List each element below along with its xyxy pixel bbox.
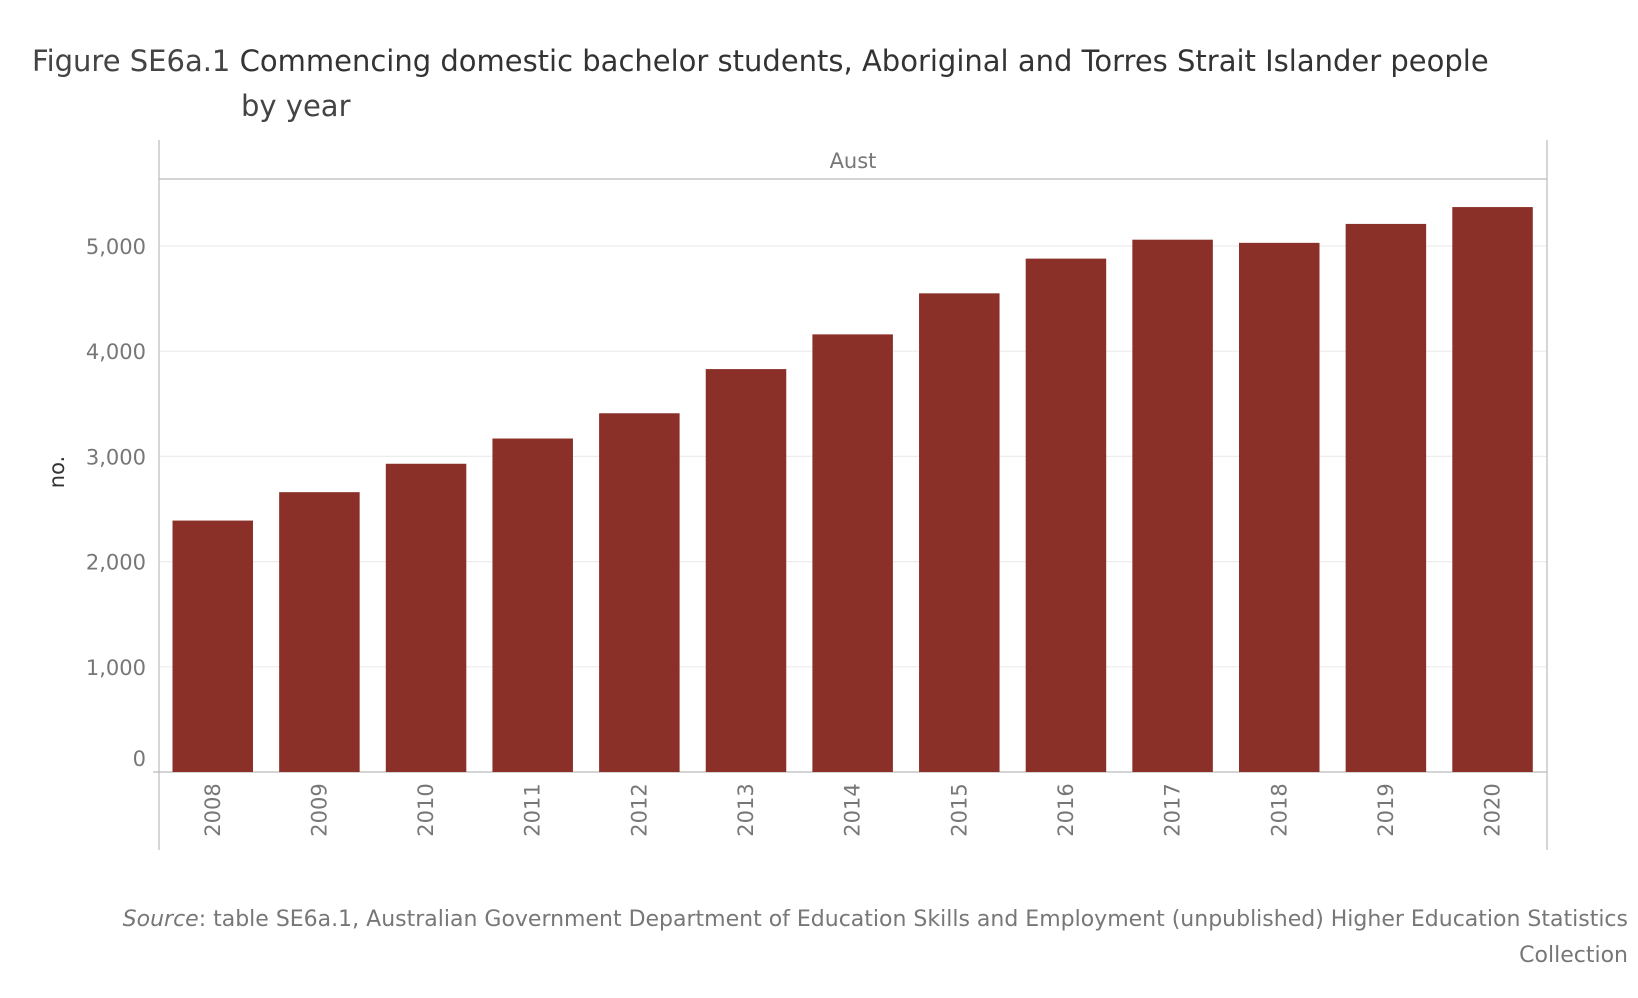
y-tick-label-1: 1,000 [86, 656, 146, 680]
title-line-1: Figure SE6a.1 Commencing domestic bachel… [32, 38, 1592, 84]
x-tick-label-2009: 2009 [307, 783, 331, 836]
bar-2013 [705, 369, 787, 772]
y-tick-label-5: 5,000 [86, 235, 146, 259]
source-text: : table SE6a.1, Australian Government De… [198, 907, 1628, 968]
panel-label: Aust [830, 149, 877, 173]
y-tick-label-2: 2,000 [86, 551, 146, 575]
x-axis-ticks: 2008 2009 2010 2011 2012 2013 2014 2015 2016 2017… [201, 783, 1505, 836]
x-tick-label-2019: 2019 [1374, 783, 1398, 836]
bar-2015 [919, 293, 1000, 772]
bar-2010 [385, 463, 467, 772]
x-tick-label-2011: 2011 [521, 783, 545, 836]
x-tick-label-2014: 2014 [841, 783, 865, 836]
figure-title-continuation: by year [241, 89, 351, 123]
y-tick-label-4: 4,000 [86, 340, 146, 364]
y-tick-label-0: 0 [133, 747, 146, 771]
x-tick-label-2015: 2015 [947, 783, 971, 836]
figure-title: Commencing domestic bachelor students, A… [239, 44, 1489, 78]
bar-2020 [1452, 207, 1533, 773]
bar-2017 [1132, 239, 1213, 773]
bar-2011 [492, 438, 573, 772]
x-tick-label-2018: 2018 [1267, 783, 1291, 836]
source-label: Source [122, 907, 199, 932]
bar-2012 [599, 413, 680, 772]
bars [172, 207, 1533, 773]
source-note: Source: table SE6a.1, Australian Governm… [68, 902, 1628, 974]
x-tick-label-2016: 2016 [1054, 783, 1078, 836]
x-tick-label-2017: 2017 [1161, 783, 1185, 836]
y-tick-label-3: 3,000 [86, 445, 146, 469]
bar-2009 [279, 492, 360, 772]
x-tick-label-2008: 2008 [201, 783, 225, 836]
bar-2008 [172, 520, 253, 772]
x-tick-label-2013: 2013 [734, 783, 758, 836]
x-tick-label-2010: 2010 [414, 783, 438, 836]
x-tick-label-2020: 2020 [1481, 783, 1505, 836]
bar-2014 [812, 334, 893, 772]
chart-title: Figure SE6a.1 Commencing domestic bachel… [32, 38, 1592, 128]
x-tick-label-2012: 2012 [627, 783, 651, 836]
figure-number: Figure SE6a.1 [32, 44, 231, 78]
bar-2016 [1025, 258, 1107, 772]
y-axis-title: no. [45, 456, 69, 488]
y-axis-ticks: 0 1,000 2,000 3,000 4,000 5,000 [86, 235, 146, 771]
bar-2018 [1239, 242, 1320, 772]
bar-2019 [1345, 223, 1427, 772]
